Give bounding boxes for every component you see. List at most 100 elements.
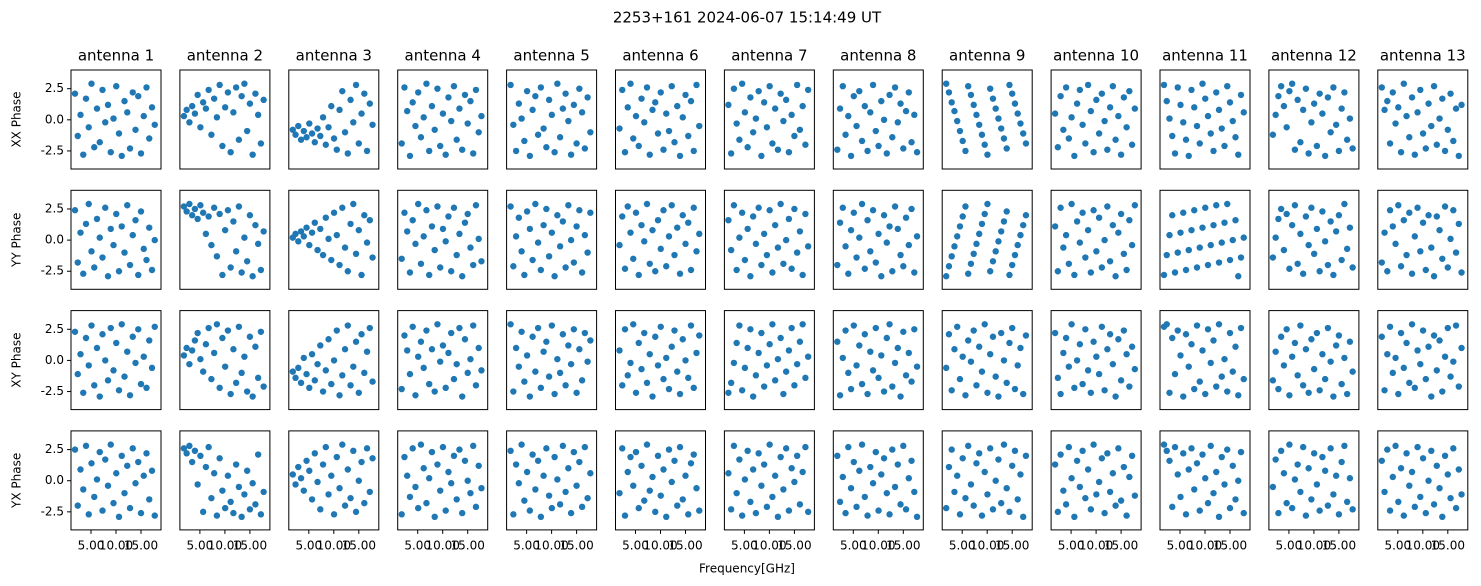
scatter-point xyxy=(197,202,204,209)
scatter-point xyxy=(426,380,433,388)
scatter-point xyxy=(545,373,553,380)
scatter-point xyxy=(897,393,904,400)
scatter-point xyxy=(911,111,918,119)
scatter-point xyxy=(91,144,98,151)
scatter-point xyxy=(657,245,664,253)
scatter-point xyxy=(344,466,351,473)
scatter-point xyxy=(1117,497,1125,504)
scatter-point xyxy=(1065,363,1073,370)
scatter-point xyxy=(132,480,139,487)
scatter-point xyxy=(1215,106,1223,114)
points xyxy=(71,200,158,280)
scatter-point xyxy=(1006,508,1013,516)
scatter-point xyxy=(1275,215,1282,223)
scatter-point xyxy=(1193,122,1201,130)
scatter-point xyxy=(1280,470,1288,477)
scatter-point xyxy=(1381,106,1388,114)
scatter-point xyxy=(581,443,589,451)
scatter-point xyxy=(507,81,514,89)
x-tick-label: 5.00 xyxy=(78,538,105,552)
scatter-point xyxy=(423,207,430,214)
scatter-point xyxy=(685,219,692,226)
scatter-point xyxy=(118,452,125,460)
scatter-point xyxy=(905,475,912,482)
scatter-point xyxy=(1160,441,1168,448)
frame xyxy=(832,69,924,170)
scatter-point xyxy=(1054,144,1062,151)
scatter-point xyxy=(774,244,782,251)
scatter-point xyxy=(295,463,302,471)
scatter-point xyxy=(230,109,237,116)
scatter-point xyxy=(902,506,910,513)
scatter-point xyxy=(627,229,634,236)
scatter-point xyxy=(1065,443,1073,451)
x-tick-label: 5.00 xyxy=(1384,538,1411,552)
scatter-point xyxy=(1439,95,1446,102)
scatter-point xyxy=(322,214,329,221)
scatter-point xyxy=(1093,96,1100,104)
scatter-point xyxy=(537,266,545,274)
scatter-point xyxy=(199,368,207,375)
scatter-point xyxy=(1120,94,1128,101)
scatter-point xyxy=(1095,370,1103,378)
subplot xyxy=(288,189,380,290)
scatter-point xyxy=(1280,102,1288,110)
scatter-point xyxy=(361,90,368,97)
scatter-point xyxy=(194,91,201,99)
scatter-point xyxy=(347,382,354,389)
scatter-point xyxy=(1109,470,1117,477)
scatter-point xyxy=(632,112,640,120)
frame xyxy=(941,310,1033,411)
scatter-point xyxy=(341,502,349,509)
scatter-point xyxy=(96,448,103,456)
scatter-point xyxy=(1079,121,1086,128)
subplot xyxy=(1377,310,1469,411)
scatter-point xyxy=(1123,512,1130,519)
points xyxy=(180,321,267,400)
scatter-point xyxy=(208,494,215,502)
scatter-point xyxy=(989,258,997,265)
subplot xyxy=(179,310,271,411)
scatter-point xyxy=(1308,119,1315,126)
scatter-point xyxy=(1384,350,1391,358)
scatter-point xyxy=(1193,460,1201,467)
scatter-point xyxy=(1346,475,1354,482)
scatter-point xyxy=(847,484,855,492)
scatter-point xyxy=(333,231,340,239)
scatter-point xyxy=(439,443,447,451)
scatter-point xyxy=(1215,259,1223,266)
scatter-point xyxy=(576,85,583,92)
scatter-point xyxy=(1166,115,1173,122)
scatter-point xyxy=(856,342,863,349)
scatter-point xyxy=(317,506,324,513)
scatter-point xyxy=(1065,260,1073,267)
scatter-point xyxy=(1177,229,1184,236)
frame xyxy=(1268,310,1360,411)
scatter-point xyxy=(948,446,955,453)
scatter-point xyxy=(758,482,765,489)
scatter-point xyxy=(668,478,675,486)
scatter-point xyxy=(1288,221,1296,229)
scatter-point xyxy=(1020,221,1027,229)
scatter-point xyxy=(1182,136,1190,143)
frame xyxy=(288,189,380,290)
scatter-point xyxy=(1087,107,1095,115)
scatter-point xyxy=(350,447,357,455)
scatter-point xyxy=(730,202,738,209)
scatter-point xyxy=(515,100,523,107)
scatter-point xyxy=(1343,498,1351,506)
scatter-point xyxy=(113,82,120,90)
scatter-point xyxy=(303,134,310,141)
scatter-point xyxy=(1422,266,1430,274)
scatter-point xyxy=(1395,104,1402,111)
scatter-point xyxy=(559,331,567,338)
scatter-point xyxy=(1411,384,1419,392)
scatter-point xyxy=(1237,448,1245,456)
scatter-point xyxy=(243,127,251,135)
scatter-point xyxy=(1327,445,1334,452)
scatter-point xyxy=(445,349,452,357)
points xyxy=(71,80,158,160)
scatter-point xyxy=(235,483,243,491)
scatter-point xyxy=(793,452,801,460)
